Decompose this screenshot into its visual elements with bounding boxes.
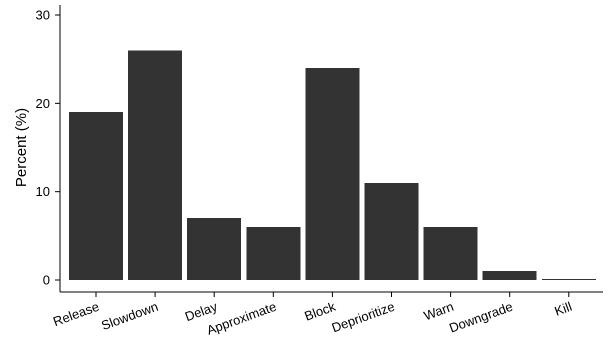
bar-slowdown	[128, 50, 183, 281]
y-axis-ticks: 0 10 20 30	[36, 8, 60, 288]
y-axis-title: Percent (%)	[13, 108, 30, 187]
x-tick-label: Release	[51, 299, 101, 329]
bar-delay	[187, 218, 242, 280]
bars	[69, 50, 596, 281]
bar-deprioritize	[364, 182, 419, 280]
axes	[59, 5, 603, 293]
x-tick-label: Slowdown	[99, 299, 160, 333]
bar-approximate	[246, 227, 301, 280]
x-tick-label: Deprioritize	[330, 299, 397, 336]
bar-kill	[541, 279, 596, 280]
bar-warn	[423, 227, 478, 280]
y-tick-label: 10	[36, 184, 50, 199]
bar-release	[69, 112, 123, 281]
bar-block	[305, 68, 360, 280]
y-tick-label: 30	[36, 8, 50, 23]
bar-downgrade	[482, 271, 537, 280]
x-tick-label: Kill	[552, 299, 574, 319]
y-tick-label: 0	[43, 273, 50, 288]
y-tick-label: 20	[36, 96, 50, 111]
x-tick-label: Downgrade	[447, 299, 515, 336]
